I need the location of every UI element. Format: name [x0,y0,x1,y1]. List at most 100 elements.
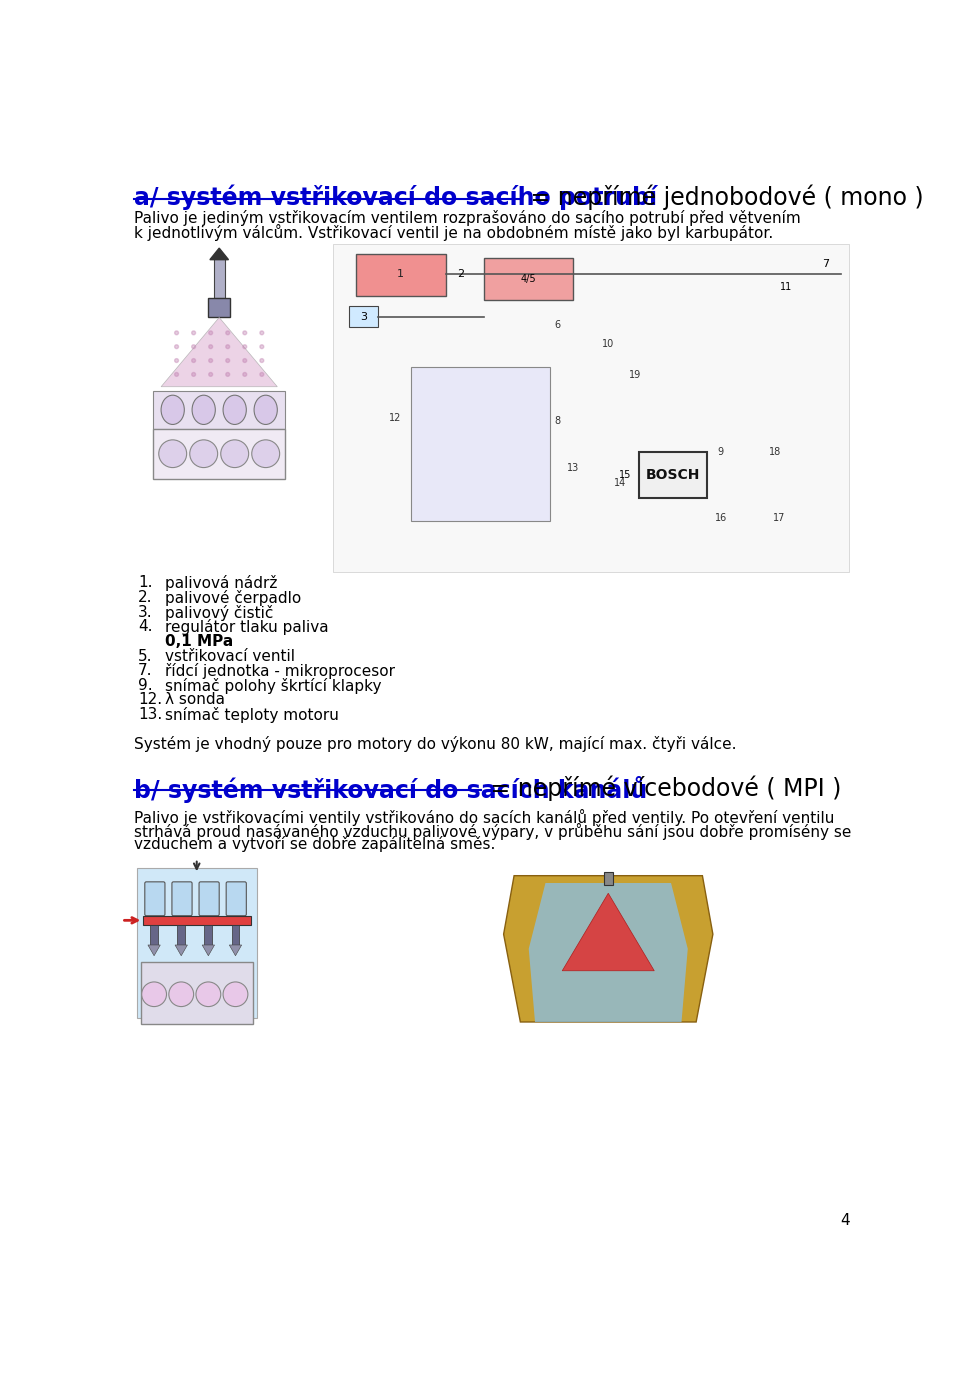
Polygon shape [484,258,573,301]
Circle shape [208,330,212,335]
Text: = nepřímé jednobodové ( mono ): = nepřímé jednobodové ( mono ) [523,184,924,209]
Text: palivové čerpadlo: palivové čerpadlo [165,590,301,606]
Polygon shape [154,390,285,429]
Text: palivová nádrž: palivová nádrž [165,576,277,591]
Circle shape [208,358,212,362]
Circle shape [192,330,196,335]
Text: BOSCH: BOSCH [646,468,701,482]
Polygon shape [175,945,187,956]
Text: b/ systém vstřikovací do sacích kanálů: b/ systém vstřikovací do sacích kanálů [134,775,647,803]
Ellipse shape [254,396,277,424]
Polygon shape [161,318,277,386]
Text: k jednotlivým válcům. Vstřikovací ventil je na obdobném místě jako byl karbuрáto: k jednotlivým válcům. Vstřikovací ventil… [134,223,773,241]
Circle shape [260,372,264,376]
Circle shape [226,372,229,376]
Text: 9: 9 [717,447,724,457]
Text: 2: 2 [457,269,465,279]
Ellipse shape [192,396,215,424]
Polygon shape [208,298,230,318]
Text: 19: 19 [629,371,641,381]
Polygon shape [143,916,251,926]
Text: 1.: 1. [138,576,153,591]
Text: Palivo je vstřikovacími ventily vstřikováno do sacích kanálů před ventily. Po ot: Palivo je vstřikovacími ventily vstřikov… [134,809,834,825]
Polygon shape [148,945,160,956]
Polygon shape [639,452,708,499]
Circle shape [192,344,196,348]
Polygon shape [563,894,655,970]
Text: Palivo je jediným vstřikovacím ventilem rozprašováno do sacího potrubí před větv: Palivo je jediným vstřikovacím ventilem … [134,209,801,226]
Circle shape [252,441,279,467]
Circle shape [175,358,179,362]
Text: 7.: 7. [138,664,153,677]
Polygon shape [356,254,445,296]
Text: 9.: 9. [138,677,153,693]
Circle shape [192,372,196,376]
FancyBboxPatch shape [227,882,247,916]
Circle shape [169,981,194,1006]
Polygon shape [229,945,242,956]
Polygon shape [604,871,612,885]
Polygon shape [154,429,285,480]
Text: 8: 8 [555,417,561,427]
Text: 18: 18 [769,447,781,457]
Circle shape [226,358,229,362]
Text: vstřikovací ventil: vstřikovací ventil [165,648,295,664]
Circle shape [208,372,212,376]
Text: snímač teploty motoru: snímač teploty motoru [165,707,339,723]
Circle shape [243,358,247,362]
FancyBboxPatch shape [199,882,219,916]
Text: palivový čistič: palivový čistič [165,605,274,620]
Text: 13: 13 [567,463,580,473]
Text: 4/5: 4/5 [520,275,537,284]
Text: 13.: 13. [138,707,162,722]
Text: 0,1 MPa: 0,1 MPa [165,634,233,648]
Text: 3: 3 [360,312,367,322]
Polygon shape [504,875,713,1022]
Text: = nepřímé vícebodové ( MPI ): = nepřímé vícebodové ( MPI ) [483,775,841,802]
Text: 12: 12 [389,413,401,422]
FancyBboxPatch shape [145,882,165,916]
Text: řídcí jednotka - mikroprocesor: řídcí jednotka - mikroprocesor [165,664,395,679]
Text: 6: 6 [555,321,561,330]
Circle shape [226,330,229,335]
Text: 16: 16 [714,513,727,523]
Polygon shape [150,926,158,945]
Circle shape [192,358,196,362]
Text: strhává proud nasávaného vzduchu palivové výpary, v průběhu sání jsou dobře prom: strhává proud nasávaného vzduchu palivov… [134,822,852,839]
FancyBboxPatch shape [172,882,192,916]
Circle shape [196,981,221,1006]
Polygon shape [529,882,687,1022]
Text: 12.: 12. [138,693,162,707]
Text: 7: 7 [822,258,828,269]
Circle shape [175,344,179,348]
Text: 3.: 3. [138,605,153,620]
Polygon shape [203,945,214,956]
Text: a/ systém vstřikovací do sacího potrubí: a/ systém vstřikovací do sacího potrubí [134,184,657,209]
Circle shape [175,372,179,376]
Text: 5.: 5. [138,648,153,664]
Circle shape [223,981,248,1006]
Text: regulátor tlaku paliva: regulátor tlaku paliva [165,619,328,636]
Text: snímač polohy škrtící klapky: snímač polohy škrtící klapky [165,677,381,694]
Circle shape [226,344,229,348]
Polygon shape [178,926,185,945]
Polygon shape [210,248,228,259]
Circle shape [260,330,264,335]
Circle shape [175,330,179,335]
Polygon shape [333,244,849,572]
Text: λ sonda: λ sonda [165,693,225,707]
Polygon shape [214,256,225,298]
Text: 4.: 4. [138,619,153,634]
Text: 2.: 2. [138,590,153,605]
Text: 4: 4 [840,1213,850,1228]
Text: vzduchem a vytvoří se dobře zapálitelná směs.: vzduchem a vytvoří se dobře zapálitelná … [134,836,495,852]
Text: 17: 17 [773,513,785,523]
Circle shape [243,330,247,335]
Circle shape [260,344,264,348]
Text: 15: 15 [619,470,632,481]
Circle shape [221,441,249,467]
Text: 1: 1 [397,269,404,279]
Polygon shape [231,926,239,945]
Circle shape [158,441,186,467]
Polygon shape [348,305,378,328]
